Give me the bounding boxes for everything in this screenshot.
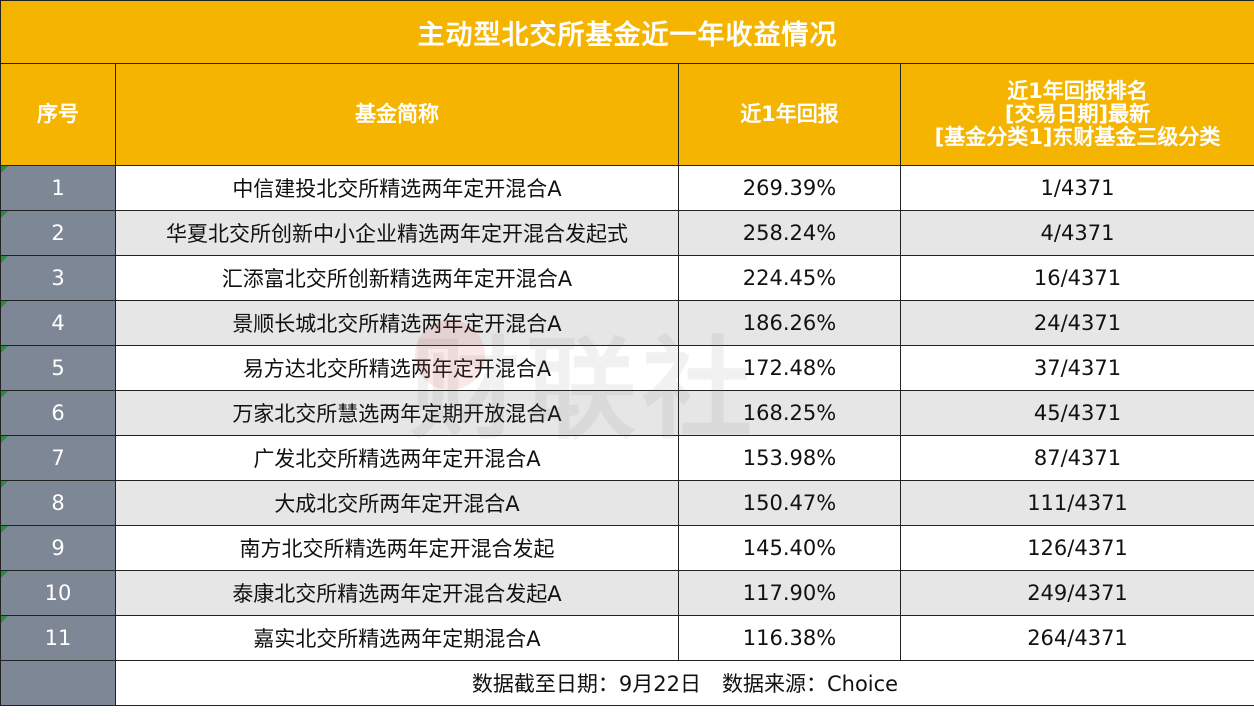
row-index: 8 [0,480,116,526]
table-row: 9 南方北交所精选两年定开混合发起 145.40% 126/4371 [0,525,1254,571]
row-index: 6 [0,390,116,436]
row-fund-name: 中信建投北交所精选两年定开混合A [115,165,679,211]
row-index: 7 [0,435,116,481]
row-index: 4 [0,300,116,346]
row-fund-name: 华夏北交所创新中小企业精选两年定开混合发起式 [115,210,679,256]
row-return: 145.40% [678,525,901,571]
row-index: 3 [0,255,116,301]
row-fund-name: 大成北交所两年定开混合A [115,480,679,526]
table-row: 5 易方达北交所精选两年定开混合A 172.48% 37/4371 [0,345,1254,391]
footer-row: 数据截至日期：9月22日 数据来源：Choice [0,660,1254,706]
row-rank: 126/4371 [900,525,1254,571]
row-return: 224.45% [678,255,901,301]
row-rank: 24/4371 [900,300,1254,346]
row-return: 116.38% [678,615,901,661]
table-row: 6 万家北交所慧选两年定期开放混合A 168.25% 45/4371 [0,390,1254,436]
table-title: 主动型北交所基金近一年收益情况 [0,0,1254,64]
row-return: 172.48% [678,345,901,391]
row-fund-name: 泰康北交所精选两年定开混合发起A [115,570,679,616]
row-return: 153.98% [678,435,901,481]
table-row: 2 华夏北交所创新中小企业精选两年定开混合发起式 258.24% 4/4371 [0,210,1254,256]
table-row: 8 大成北交所两年定开混合A 150.47% 111/4371 [0,480,1254,526]
title-row: 主动型北交所基金近一年收益情况 [0,0,1254,64]
row-rank: 45/4371 [900,390,1254,436]
table-row: 4 景顺长城北交所精选两年定开混合A 186.26% 24/4371 [0,300,1254,346]
row-return: 269.39% [678,165,901,211]
row-fund-name: 汇添富北交所创新精选两年定开混合A [115,255,679,301]
row-rank: 111/4371 [900,480,1254,526]
header-name: 基金简称 [115,63,679,166]
row-rank: 264/4371 [900,615,1254,661]
row-rank: 249/4371 [900,570,1254,616]
row-fund-name: 广发北交所精选两年定开混合A [115,435,679,481]
table-row: 10 泰康北交所精选两年定开混合发起A 117.90% 249/4371 [0,570,1254,616]
header-index: 序号 [0,63,116,166]
table-row: 3 汇添富北交所创新精选两年定开混合A 224.45% 16/4371 [0,255,1254,301]
header-rank-line1: 近1年回报排名 [1007,79,1148,103]
row-rank: 4/4371 [900,210,1254,256]
row-index: 1 [0,165,116,211]
table-row: 1 中信建投北交所精选两年定开混合A 269.39% 1/4371 [0,165,1254,211]
row-fund-name: 南方北交所精选两年定开混合发起 [115,525,679,571]
row-index: 2 [0,210,116,256]
row-rank: 37/4371 [900,345,1254,391]
header-rank: 近1年回报排名 [交易日期]最新 [基金分类1]东财基金三级分类 [900,63,1254,166]
row-return: 186.26% [678,300,901,346]
row-index: 9 [0,525,116,571]
row-rank: 87/4371 [900,435,1254,481]
row-rank: 16/4371 [900,255,1254,301]
row-fund-name: 景顺长城北交所精选两年定开混合A [115,300,679,346]
row-return: 117.90% [678,570,901,616]
footer-index-cell [0,660,116,706]
table-row: 11 嘉实北交所精选两年定期混合A 116.38% 264/4371 [0,615,1254,661]
row-index: 11 [0,615,116,661]
row-rank: 1/4371 [900,165,1254,211]
row-return: 168.25% [678,390,901,436]
header-rank-line3: [基金分类1]东财基金三级分类 [934,125,1221,149]
row-return: 150.47% [678,480,901,526]
row-index: 5 [0,345,116,391]
header-return: 近1年回报 [678,63,901,166]
row-index: 10 [0,570,116,616]
header-rank-line2: [交易日期]最新 [1004,102,1151,126]
header-row: 序号 基金简称 近1年回报 近1年回报排名 [交易日期]最新 [基金分类1]东财… [0,63,1254,166]
table-row: 7 广发北交所精选两年定开混合A 153.98% 87/4371 [0,435,1254,481]
row-fund-name: 易方达北交所精选两年定开混合A [115,345,679,391]
row-fund-name: 万家北交所慧选两年定期开放混合A [115,390,679,436]
row-return: 258.24% [678,210,901,256]
row-fund-name: 嘉实北交所精选两年定期混合A [115,615,679,661]
footer-source-note: 数据截至日期：9月22日 数据来源：Choice [115,660,1254,706]
